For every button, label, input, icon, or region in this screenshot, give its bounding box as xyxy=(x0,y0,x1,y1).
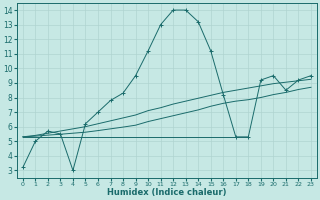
X-axis label: Humidex (Indice chaleur): Humidex (Indice chaleur) xyxy=(107,188,227,197)
